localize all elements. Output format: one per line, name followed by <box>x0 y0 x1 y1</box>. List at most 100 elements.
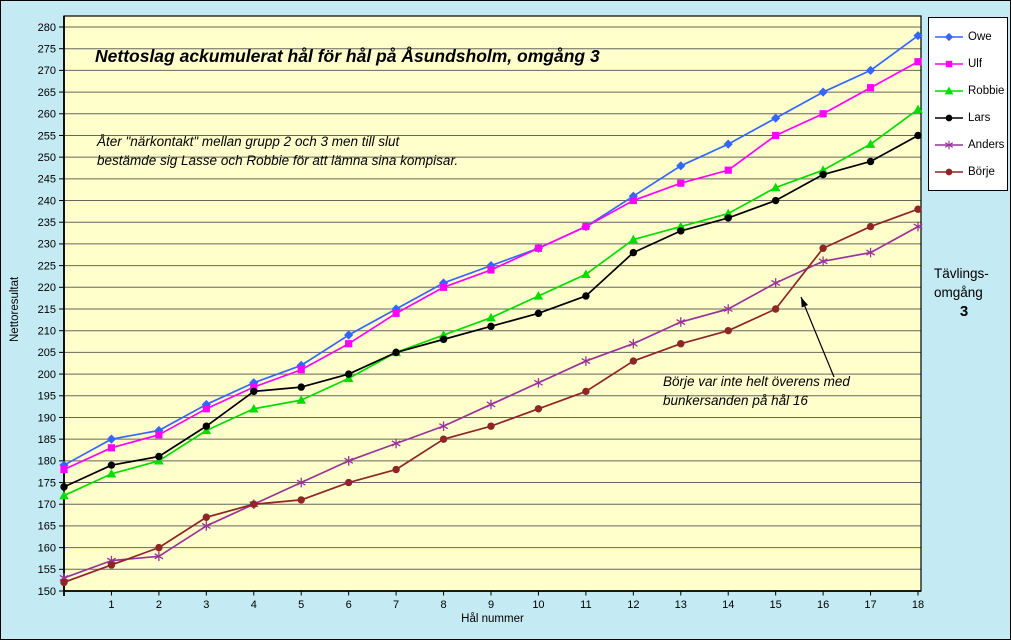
marker-circle <box>202 422 211 430</box>
marker-triangle <box>628 234 639 244</box>
marker-circle <box>945 114 953 121</box>
marker-circle <box>534 309 543 318</box>
y-tick-label: 275 <box>38 43 56 55</box>
legend-swatch <box>935 140 963 149</box>
marker-circle <box>439 335 448 344</box>
legend-swatch <box>935 168 963 175</box>
marker-circle <box>202 513 211 521</box>
marker-asterisk <box>723 304 733 314</box>
marker-asterisk <box>818 256 828 267</box>
annotation-arrow <box>800 296 835 378</box>
x-tick-label: 10 <box>532 599 544 611</box>
marker-square <box>107 444 116 452</box>
y-tick-label: 200 <box>38 369 56 381</box>
marker-square <box>582 222 590 231</box>
legend-item-owe: Owe <box>934 23 1005 50</box>
marker-square <box>945 60 953 67</box>
legend-label: Anders <box>968 138 1005 151</box>
marker-diamond <box>818 87 828 97</box>
marker-circle <box>297 383 305 391</box>
y-tick-label: 210 <box>38 325 56 337</box>
legend-swatch <box>935 114 963 121</box>
marker-asterisk <box>581 356 591 366</box>
marker-circle <box>582 292 590 300</box>
x-tick-label: 4 <box>251 599 257 611</box>
marker-diamond <box>865 65 876 75</box>
marker-circle <box>487 322 495 331</box>
marker-triangle <box>296 395 307 404</box>
marker-square <box>914 58 922 66</box>
legend-item-börje: Börje <box>934 158 1005 185</box>
marker-circle <box>344 478 353 487</box>
marker-square <box>866 84 875 92</box>
marker-circle <box>344 370 353 378</box>
legend-item-ulf: Ulf <box>934 50 1005 77</box>
plot-background <box>64 16 921 591</box>
marker-diamond <box>106 434 117 444</box>
y-axis-title: Nettoresultat <box>9 276 21 342</box>
y-tick-label: 270 <box>38 65 56 77</box>
series-markers-ulf <box>60 58 922 474</box>
y-tick-label: 150 <box>38 586 56 598</box>
marker-circle <box>724 214 732 222</box>
marker-circle <box>250 500 258 508</box>
y-tick-label: 230 <box>38 239 56 251</box>
marker-diamond <box>723 139 733 149</box>
marker-asterisk <box>486 399 496 410</box>
legend-label: Lars <box>968 111 991 124</box>
y-tick-label: 165 <box>38 521 56 533</box>
x-tick-label: 11 <box>580 599 591 611</box>
y-tick-label: 260 <box>38 109 56 121</box>
x-tick-label: 12 <box>627 599 639 611</box>
marker-circle <box>945 168 953 175</box>
marker-square <box>534 244 543 252</box>
marker-circle <box>866 222 875 231</box>
marker-diamond <box>59 460 69 470</box>
y-tick-label: 245 <box>38 174 56 186</box>
marker-circle <box>629 248 638 257</box>
y-tick-label: 215 <box>38 304 56 316</box>
series-markers-börje <box>60 205 922 587</box>
marker-triangle <box>581 269 591 278</box>
marker-square <box>297 366 305 374</box>
y-tick-label: 265 <box>38 87 56 99</box>
marker-diamond <box>676 161 686 171</box>
marker-asterisk <box>944 140 954 149</box>
chart-title: Nettoslag ackumulerat hål för hål på Åsu… <box>95 46 600 66</box>
marker-circle <box>914 205 922 213</box>
x-tick-label: 7 <box>393 599 399 611</box>
marker-circle <box>677 340 685 348</box>
x-tick-label: 6 <box>346 599 352 611</box>
annotation-line: Börje var inte helt överens med <box>663 374 850 389</box>
series-markers-anders <box>59 221 923 583</box>
marker-circle <box>677 227 685 235</box>
marker-circle <box>107 461 116 469</box>
marker-triangle <box>154 456 164 465</box>
marker-square <box>392 309 400 317</box>
x-tick-label: 8 <box>440 599 446 611</box>
marker-circle <box>771 196 780 205</box>
marker-triangle <box>913 104 923 114</box>
legend-item-robbie: Robbie <box>934 77 1005 104</box>
marker-diamond <box>944 32 954 41</box>
x-tick-label: 5 <box>298 599 304 611</box>
marker-circle <box>582 387 590 396</box>
marker-diamond <box>771 113 781 123</box>
x-axis-title: Hål nummer <box>461 613 524 625</box>
marker-circle <box>724 326 732 335</box>
legend-label: Börje <box>968 165 995 178</box>
marker-circle <box>107 561 116 569</box>
x-tick-label: 2 <box>156 599 162 611</box>
marker-circle <box>297 496 305 504</box>
marker-circle <box>250 387 258 396</box>
marker-circle <box>155 452 163 461</box>
legend-swatch <box>935 60 963 67</box>
annotation-bunker-note: Börje var inte helt överens med bunkersa… <box>663 372 850 410</box>
marker-asterisk <box>344 456 354 466</box>
x-tick-label: 18 <box>912 599 924 611</box>
annotation-group-note: Åter "närkontakt" mellan grupp 2 och 3 m… <box>97 132 458 170</box>
marker-triangle <box>248 403 259 413</box>
marker-asterisk <box>866 247 876 258</box>
